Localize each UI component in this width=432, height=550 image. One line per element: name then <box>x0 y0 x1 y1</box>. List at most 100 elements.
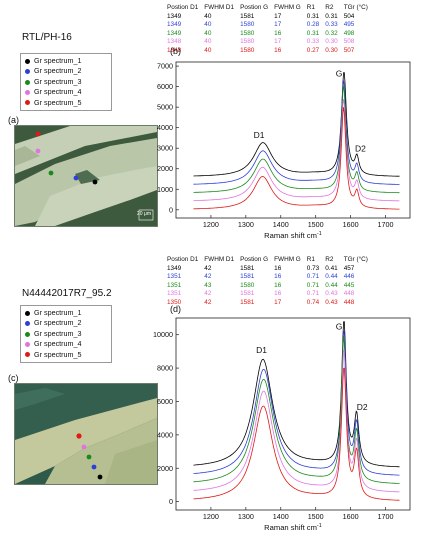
table-cell: 1580 <box>240 29 255 37</box>
series-line-2 <box>193 80 400 185</box>
legend-item: Gr spectrum_3 <box>25 77 107 87</box>
series-line-3 <box>193 336 400 484</box>
spectrum-point-5 <box>76 433 82 439</box>
legend-item: Gr spectrum_2 <box>25 66 107 76</box>
legend-item: Gr spectrum_5 <box>25 98 107 108</box>
series-line-1 <box>193 72 400 177</box>
table-cell: 16 <box>274 290 282 298</box>
y-tick-label: 1000 <box>157 185 173 194</box>
micrograph-a: 20 μm <box>14 125 158 227</box>
table-cell: 446 <box>343 273 355 281</box>
table-cell: 1581 <box>240 290 255 298</box>
peak-annotation: D1 <box>256 345 267 355</box>
table-cell: 1350 <box>167 298 182 306</box>
x-axis-label: Raman shift cm-1 <box>264 523 322 532</box>
series-line-4 <box>193 98 400 202</box>
table-cell: 17 <box>274 38 282 46</box>
table-cell: 0.71 <box>306 281 320 289</box>
legend-dot <box>25 310 30 316</box>
y-tick-label: 6000 <box>157 82 173 91</box>
table-header: R2 <box>325 256 334 263</box>
x-tick-label: 1500 <box>308 512 324 521</box>
table-row: 1349 40 1580 17 0.28 0.33 495 <box>164 21 371 30</box>
legend-label: Gr spectrum_1 <box>34 56 82 65</box>
table-header: R1 <box>306 4 315 11</box>
legend-label: Gr spectrum_5 <box>34 349 82 359</box>
peak-annotation: G <box>336 322 343 332</box>
table-cell: 0.31 <box>306 12 320 20</box>
table-cell: 16 <box>274 264 282 272</box>
x-tick-label: 1300 <box>238 220 254 229</box>
series-line-1 <box>193 321 400 468</box>
param-table-top: Postion D1 FWHM D1 Postion G FWHM G R1 R… <box>164 4 371 56</box>
table-cell: 0.33 <box>325 21 338 29</box>
x-tick-label: 1400 <box>273 512 289 521</box>
legend-label: Gr spectrum_2 <box>34 318 82 328</box>
table-cell: 1349 <box>167 264 182 272</box>
x-tick-label: 1500 <box>308 220 324 229</box>
table-cell: 1349 <box>167 29 182 37</box>
spectrum-point-1 <box>92 179 98 185</box>
table-row: 1351 42 1581 16 0.71 0.44 446 <box>164 273 371 282</box>
table-row: 1349 40 1581 17 0.31 0.31 504 <box>164 13 371 22</box>
table-cell: 445 <box>343 281 355 289</box>
table-cell: 16 <box>274 29 282 37</box>
legend-dot <box>25 321 30 327</box>
legend-dot <box>25 100 30 106</box>
y-tick-label: 3000 <box>157 144 173 153</box>
legend-label: Gr spectrum_5 <box>34 97 82 107</box>
x-tick-label: 1700 <box>378 512 394 521</box>
y-tick-label: 2000 <box>157 164 173 173</box>
chart-panel-b: (b) 1200 1300 1400 1500 1600 1700 0 1000 2000 3000… <box>157 46 411 240</box>
x-tick-label: 1400 <box>273 220 289 229</box>
chart-panel-d: (d) 1200 1300 1400 1500 1600 1700 0 2000 4000 6000… <box>153 304 411 532</box>
table-header: Postion D1 <box>167 4 199 11</box>
table-cell: 504 <box>343 12 355 20</box>
table-cell: 0.43 <box>325 290 338 298</box>
series-line-2 <box>193 331 400 476</box>
table-cell: 1348 <box>167 38 182 46</box>
table-cell: 0.33 <box>306 38 320 46</box>
legend-item: Gr spectrum_2 <box>25 318 107 328</box>
table-cell: 40 <box>204 46 212 54</box>
table-cell: 0.74 <box>306 298 320 306</box>
table-header: Postion G <box>240 256 269 263</box>
table-header: FWHM G <box>274 4 301 11</box>
table-header: R2 <box>325 4 334 11</box>
scale-bar-label: 20 μm <box>137 211 151 217</box>
table-header: R1 <box>306 256 315 263</box>
panel-label: (d) <box>170 304 181 314</box>
legend-item: Gr spectrum_4 <box>25 339 107 349</box>
table-cell: 0.30 <box>325 38 338 46</box>
legend-label: Gr spectrum_4 <box>34 87 82 97</box>
table-cell: 0.43 <box>325 298 338 306</box>
table-cell: 1349 <box>167 21 182 29</box>
param-table-bottom: Postion D1 FWHM D1 Postion G FWHM G R1 R… <box>164 256 371 308</box>
spectrum-point-3 <box>86 454 92 460</box>
table-cell: 1580 <box>240 46 255 54</box>
series-line-5 <box>193 107 400 210</box>
table-cell: 40 <box>204 29 212 37</box>
y-tick-label: 0 <box>169 205 173 214</box>
table-header-row: Postion D1 FWHM D1 Postion G FWHM G R1 R… <box>164 4 371 13</box>
sample-title-top: RTL/PH-16 <box>22 32 72 43</box>
spectrum-point-2 <box>91 464 97 470</box>
legend-item: Gr spectrum_5 <box>25 350 107 360</box>
table-cell: 17 <box>274 298 282 306</box>
peak-annotation: G <box>336 68 343 78</box>
table-header: TGr (°C) <box>343 4 368 11</box>
legend-dot <box>25 69 30 75</box>
table-cell: 1581 <box>240 273 255 281</box>
table-row: 1349 40 1580 16 0.31 0.32 498 <box>164 30 371 39</box>
table-header: Postion D1 <box>167 256 199 263</box>
table-cell: 1348 <box>167 46 182 54</box>
table-cell: 0.71 <box>306 273 320 281</box>
legend-dot <box>25 79 30 85</box>
table-cell: 508 <box>343 38 355 46</box>
y-tick-label: 4000 <box>157 430 173 439</box>
table-cell: 42 <box>204 298 212 306</box>
x-tick-label: 1600 <box>343 512 359 521</box>
x-tick-label: 1700 <box>378 220 394 229</box>
sample-title-bottom: N44442017R7_95.2 <box>22 288 112 299</box>
legend-label: Gr spectrum_1 <box>34 308 82 317</box>
